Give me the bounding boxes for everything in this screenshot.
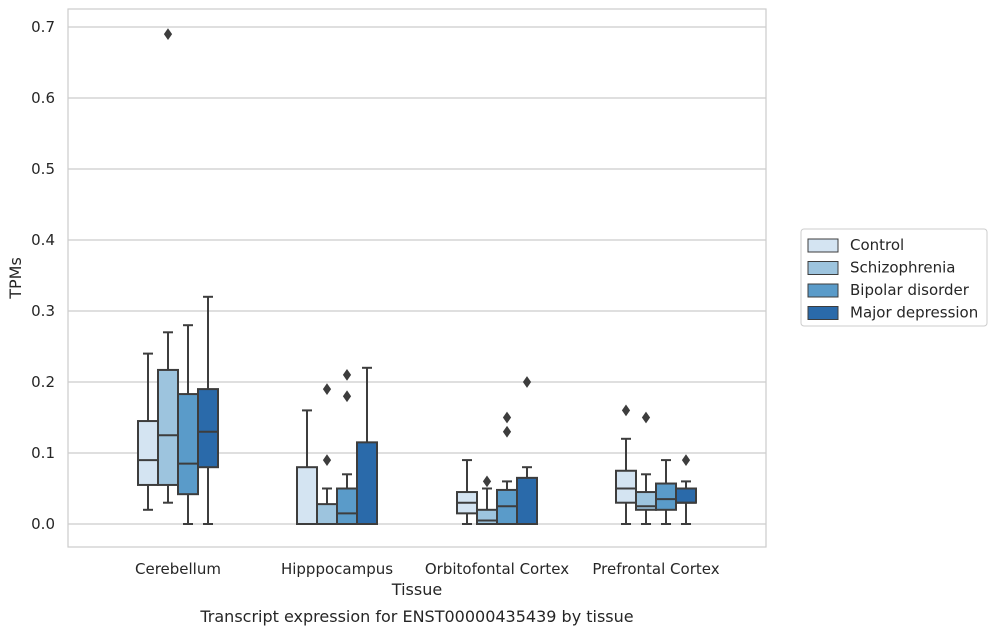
x-axis-label: Tissue: [391, 580, 442, 599]
box-0-2: [456, 459, 478, 525]
plot-frame: [67, 8, 767, 548]
box-body: [296, 466, 318, 526]
outlier-point: [681, 454, 691, 466]
box-body: [177, 393, 199, 496]
legend-frame: [800, 228, 988, 327]
box-2-1: [336, 369, 358, 525]
box-body: [336, 487, 358, 525]
legend-swatch: [807, 283, 839, 298]
y-tick-label: 0.7: [31, 18, 55, 36]
box-body: [675, 487, 697, 504]
y-tick-label: 0.6: [31, 89, 55, 107]
box-body: [157, 368, 179, 486]
outlier-point: [342, 390, 352, 403]
legend-swatch: [807, 306, 839, 320]
y-tick-label: 0.5: [31, 160, 55, 178]
legend: Control Schizophrenia Bipolar disorder Majo…: [800, 228, 988, 327]
box-body: [476, 508, 498, 525]
legend-swatch: [807, 238, 839, 253]
outlier-point: [522, 376, 532, 388]
y-tick-labels: 0.0 0.1 0.2 0.3 0.4 0.5 0.6 0.7: [31, 18, 55, 533]
boxes-layer: [137, 28, 697, 526]
outlier-point: [322, 454, 332, 466]
box-1-0: [157, 28, 179, 504]
box-body: [655, 482, 677, 511]
box-0-3: [615, 404, 637, 525]
y-tick-label: 0.2: [31, 373, 55, 391]
box-3-3: [675, 454, 697, 525]
outlier-point: [641, 411, 651, 424]
chart-caption: Transcript expression for ENST0000043543…: [199, 607, 633, 626]
box-1-2: [476, 475, 498, 525]
legend-swatch: [807, 261, 839, 275]
x-tick-label: Prefrontal Cortex: [592, 560, 719, 578]
y-tick-label: 0.3: [31, 302, 55, 320]
y-axis-label: TPMs: [6, 257, 25, 300]
legend-label: Control: [850, 236, 904, 254]
y-tick-label: 0.1: [31, 444, 55, 462]
box-0-1: [296, 409, 318, 526]
x-tick-label: Orbitofontal Cortex: [425, 560, 569, 578]
outlier-point: [482, 475, 492, 488]
box-2-0: [177, 324, 199, 525]
box-3-0: [197, 295, 219, 525]
outlier-point: [163, 28, 173, 40]
box-body: [516, 476, 538, 526]
x-tick-labels: Cerebellum Hipppocampus Orbitofontal Corte…: [135, 560, 720, 578]
legend-label: Bipolar disorder: [850, 281, 970, 299]
box-0-0: [137, 352, 159, 511]
outlier-point: [322, 383, 332, 395]
box-body: [316, 503, 338, 525]
box-body: [197, 388, 219, 469]
y-tick-label: 0.0: [31, 515, 55, 533]
box-3-1: [356, 366, 378, 526]
legend-label: Schizophrenia: [850, 259, 955, 277]
box-body: [356, 441, 378, 526]
outlier-point: [502, 425, 512, 438]
box-body: [615, 469, 637, 504]
y-tick-label: 0.4: [31, 231, 55, 249]
outlier-point: [621, 404, 631, 417]
box-body: [137, 420, 159, 486]
box-3-2: [516, 376, 538, 526]
outlier-point: [502, 411, 512, 424]
x-tick-label: Hipppocampus: [281, 560, 393, 578]
legend-label: Major depression: [850, 304, 978, 322]
x-tick-label: Cerebellum: [135, 560, 221, 578]
outlier-point: [342, 369, 352, 381]
